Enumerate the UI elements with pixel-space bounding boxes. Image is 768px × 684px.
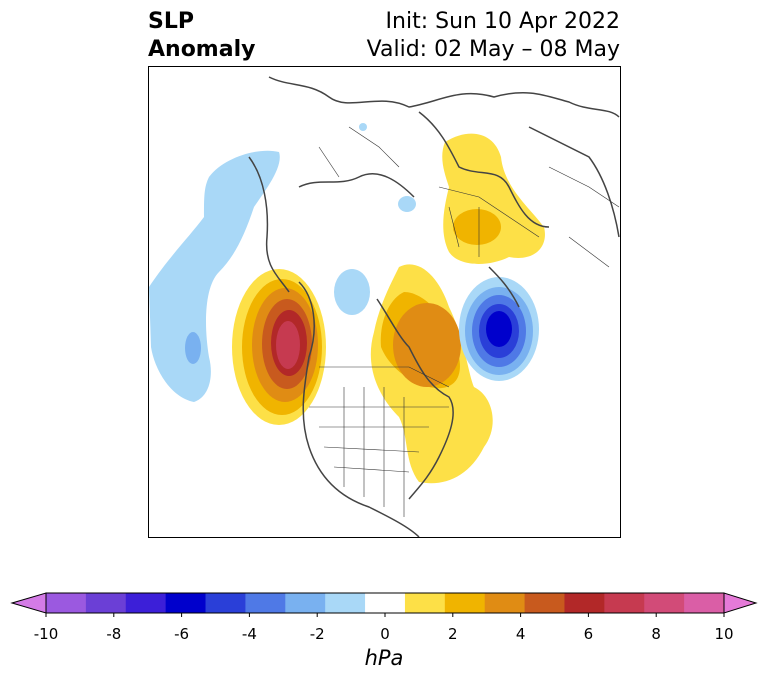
map-valid-info: Init: Sun 10 Apr 2022 Valid: 02 May – 08…: [367, 8, 620, 64]
colorbar-segment: [564, 593, 605, 613]
colorbar-segment: [325, 593, 366, 613]
positive-anomaly-asia-core: [453, 209, 501, 245]
colorbar-tick-label: -10: [33, 625, 59, 643]
colorbar-extension-high: [723, 592, 758, 614]
negative-anomaly-atlantic-core: [486, 311, 512, 347]
political-borders: [309, 126, 620, 517]
colorbar-segment: [684, 593, 725, 613]
negative-anomaly-small-3: [359, 123, 367, 131]
negative-anomaly-west: [149, 150, 280, 402]
map-canvas: [149, 76, 620, 537]
map-title: SLP Anomaly: [148, 8, 255, 64]
colorbar-segment: [404, 593, 446, 613]
colorbar-tick-label: 4: [515, 625, 526, 643]
colorbar-segment: [285, 593, 326, 613]
positive-anomaly-asia: [442, 133, 545, 264]
colorbar-tick-label: 10: [714, 625, 734, 643]
colorbar: [10, 592, 758, 617]
colorbar-segment: [484, 593, 526, 613]
colorbar-tick-label: -8: [106, 625, 122, 643]
colorbar-units: hPa: [364, 646, 404, 670]
colorbar-tick-label: 2: [448, 625, 458, 643]
negative-anomaly-west-core: [185, 332, 201, 364]
colorbar-tick-label: 0: [380, 625, 390, 643]
colorbar-segment: [85, 593, 127, 613]
positive-anomaly-pacific-core: [276, 321, 300, 369]
colorbar-segment: [46, 593, 87, 613]
colorbar-segment: [604, 593, 645, 613]
colorbar-segment: [205, 593, 246, 613]
negative-anomaly-small-2: [398, 196, 416, 212]
colorbar-segment: [644, 593, 685, 613]
title-line-1: SLP: [148, 9, 194, 34]
colorbar-extension-low: [10, 592, 47, 614]
colorbar-segment: [365, 593, 406, 613]
colorbar-segment: [125, 593, 167, 613]
positive-anomaly-greenland-core: [393, 303, 461, 387]
colorbar-segment: [165, 593, 207, 613]
colorbar-tick-label: -4: [241, 625, 257, 643]
init-date: Init: Sun 10 Apr 2022: [385, 9, 620, 34]
colorbar-segment: [524, 593, 565, 613]
anomaly-map: [148, 66, 621, 538]
colorbar-segment: [245, 593, 286, 613]
colorbar-tick-label: 8: [651, 625, 661, 643]
colorbar-tick-label: 6: [583, 625, 594, 643]
colorbar-tick-label: -6: [174, 625, 190, 643]
coastlines: [248, 76, 620, 537]
valid-range: Valid: 02 May – 08 May: [366, 37, 620, 62]
title-line-2: Anomaly: [148, 37, 256, 62]
colorbar-tick-label: -2: [309, 625, 325, 643]
colorbar-segment: [444, 593, 486, 613]
negative-anomaly-small-1: [334, 269, 370, 315]
